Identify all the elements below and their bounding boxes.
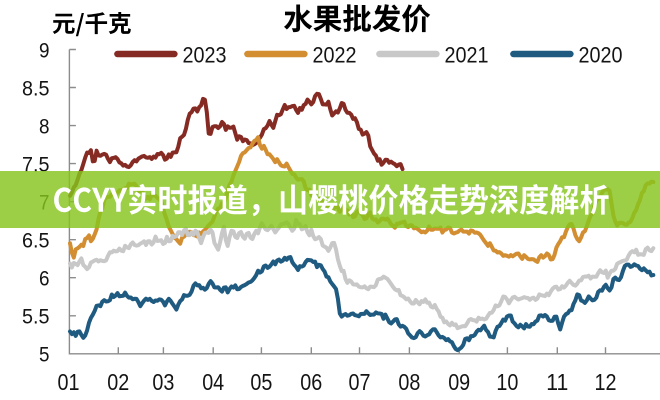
svg-text:03: 03 [152,369,174,395]
svg-text:04: 04 [202,369,224,395]
svg-text:9: 9 [39,38,50,62]
svg-text:08: 08 [398,369,420,395]
svg-text:8.5: 8.5 [22,76,50,100]
svg-text:05: 05 [250,369,272,395]
svg-text:5: 5 [39,343,50,367]
svg-text:01: 01 [58,369,80,395]
svg-text:6: 6 [39,267,50,291]
svg-text:10: 10 [496,369,518,395]
svg-text:2022: 2022 [313,42,357,67]
svg-text:06: 06 [300,369,322,395]
svg-text:2023: 2023 [183,42,227,67]
svg-text:5.5: 5.5 [22,305,50,329]
svg-text:07: 07 [349,369,371,395]
svg-text:6.5: 6.5 [22,229,50,253]
svg-text:12: 12 [595,369,617,395]
svg-text:02: 02 [107,369,129,395]
svg-text:11: 11 [546,369,568,395]
svg-text:2021: 2021 [445,42,489,67]
svg-text:2020: 2020 [579,42,623,67]
svg-text:09: 09 [448,369,470,395]
svg-text:8: 8 [39,115,50,139]
